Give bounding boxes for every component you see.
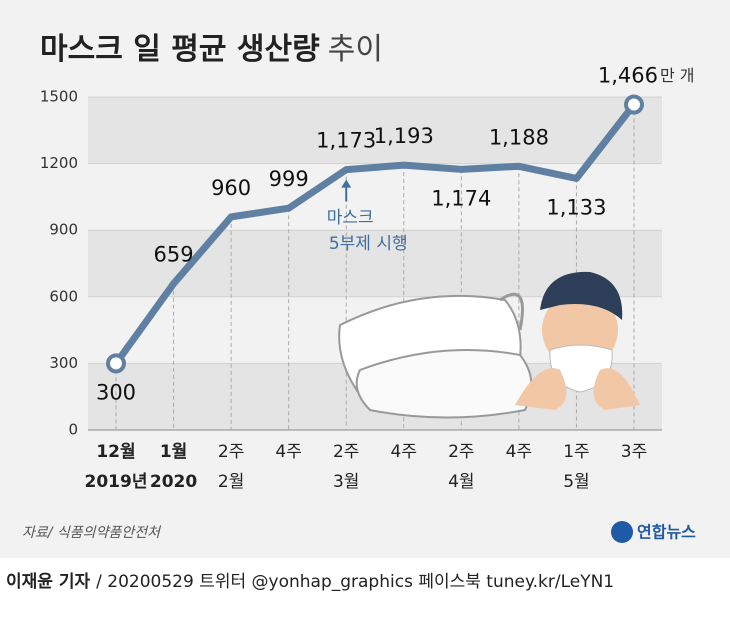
y-tick-label: 1500 bbox=[40, 88, 78, 106]
unit-label: 만 개 bbox=[660, 66, 695, 85]
x-group-label: 2019년 bbox=[85, 472, 148, 492]
x-tick-label: 2주 bbox=[218, 442, 244, 462]
x-tick-label: 1주 bbox=[563, 442, 589, 462]
data-label: 1,466 bbox=[598, 64, 658, 88]
x-tick-label: 2주 bbox=[448, 442, 474, 462]
byline: 이재윤 기자 bbox=[6, 572, 90, 592]
annotation: 5부제 시행 bbox=[329, 234, 408, 254]
data-label: 1,133 bbox=[546, 195, 606, 219]
x-tick-label: 4주 bbox=[391, 442, 417, 462]
data-label: 1,174 bbox=[431, 186, 491, 210]
footer-info: / 20200529 트위터 @yonhap_graphics 페이스북 tun… bbox=[96, 572, 614, 592]
data-label: 960 bbox=[211, 176, 251, 200]
y-tick-label: 300 bbox=[49, 354, 78, 372]
x-tick-label: 1월 bbox=[160, 442, 187, 462]
source: 자료/ 식품의약품안전처 bbox=[22, 525, 162, 541]
logo: 연합뉴스 bbox=[637, 523, 696, 542]
x-tick-label: 3주 bbox=[621, 442, 647, 462]
x-tick-label: 12월 bbox=[96, 442, 135, 462]
data-label: 1,188 bbox=[489, 125, 549, 149]
logo-mark bbox=[611, 521, 633, 543]
footer: 이재윤 기자 / 20200529 트위터 @yonhap_graphics 페이… bbox=[6, 572, 614, 592]
grid-band bbox=[88, 97, 662, 164]
data-line bbox=[113, 102, 637, 366]
x-group-label: 4월 bbox=[448, 472, 474, 492]
title-suffix: 추이 bbox=[328, 32, 383, 67]
marker bbox=[106, 353, 126, 374]
y-tick-label: 600 bbox=[49, 287, 78, 305]
y-tick-label: 0 bbox=[68, 421, 78, 439]
data-label: 300 bbox=[96, 380, 136, 404]
x-tick-label: 4주 bbox=[275, 442, 301, 462]
x-group-label: 2020 bbox=[150, 472, 197, 492]
data-label: 659 bbox=[154, 243, 194, 267]
data-label: 999 bbox=[269, 167, 309, 191]
chart-title: 마스크 일 평균 생산량 추이 bbox=[40, 32, 383, 67]
footer-background bbox=[0, 558, 730, 637]
y-tick-label: 900 bbox=[49, 221, 78, 239]
x-group-label: 5월 bbox=[563, 472, 589, 492]
y-tick-label: 1200 bbox=[40, 154, 78, 172]
marker bbox=[624, 94, 644, 115]
title-main: 마스크 일 평균 생산량 bbox=[40, 32, 320, 67]
x-group-label: 3월 bbox=[333, 472, 359, 492]
mask-illustration bbox=[338, 271, 640, 419]
data-label: 1,173 bbox=[316, 129, 376, 153]
x-tick-label: 4주 bbox=[506, 442, 532, 462]
x-tick-label: 2주 bbox=[333, 442, 359, 462]
x-group-label: 2월 bbox=[218, 472, 244, 492]
annotation-arrowhead bbox=[341, 179, 352, 188]
annotation: 마스크 bbox=[327, 208, 374, 228]
data-label: 1,193 bbox=[374, 124, 434, 148]
